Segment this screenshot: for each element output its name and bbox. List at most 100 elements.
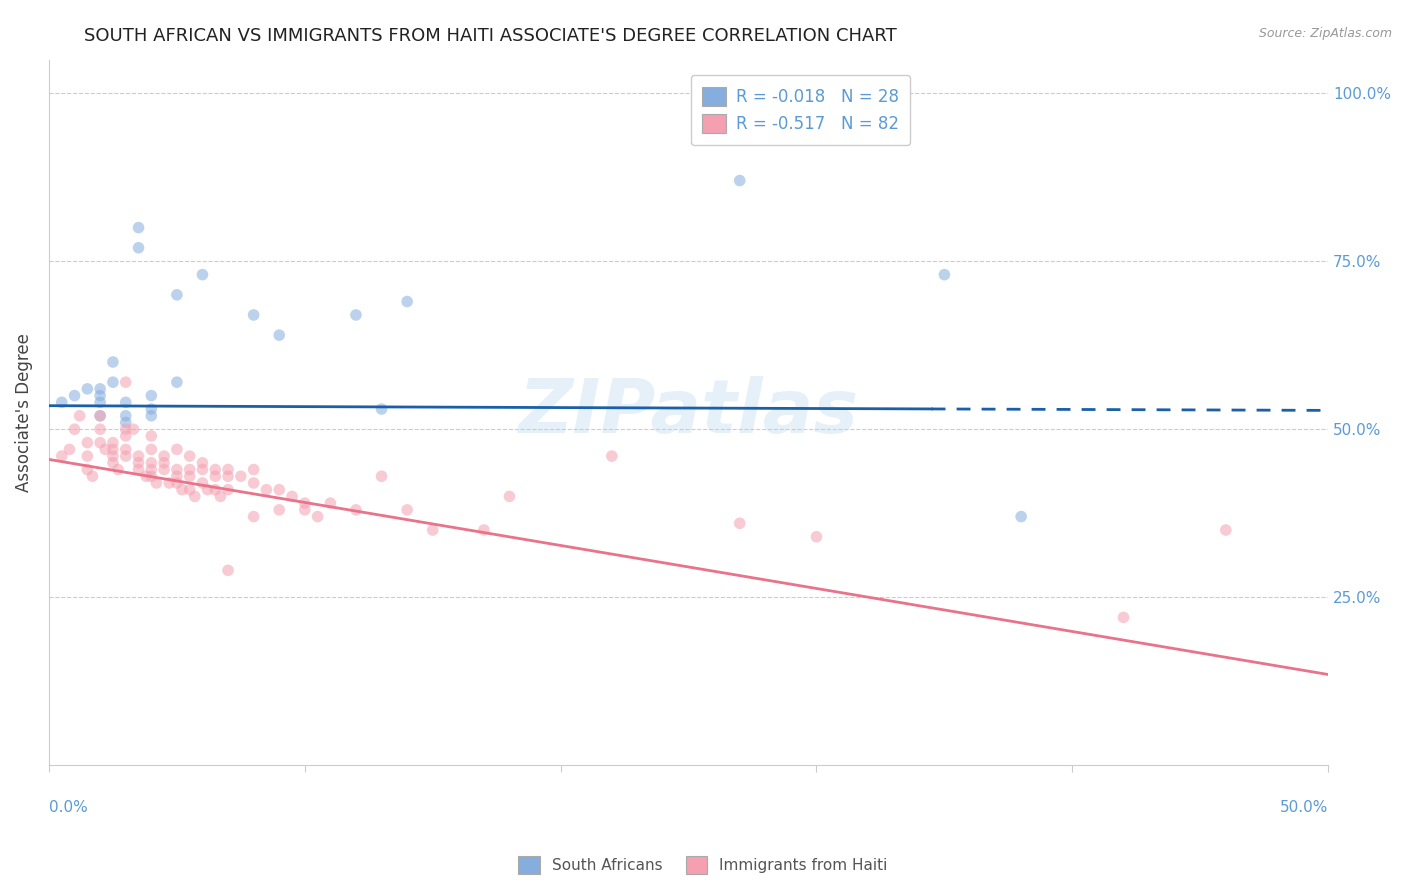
Point bbox=[170, 483, 193, 497]
Point bbox=[114, 442, 136, 457]
Point bbox=[294, 496, 316, 510]
Point bbox=[101, 355, 124, 369]
Point bbox=[107, 462, 129, 476]
Point bbox=[51, 395, 73, 409]
Point bbox=[254, 483, 277, 497]
Point bbox=[191, 456, 214, 470]
Point bbox=[122, 422, 145, 436]
Point bbox=[242, 475, 264, 490]
Point bbox=[217, 462, 239, 476]
Point bbox=[197, 483, 219, 497]
Point bbox=[217, 483, 239, 497]
Point bbox=[141, 462, 163, 476]
Point bbox=[76, 449, 98, 463]
Point bbox=[141, 409, 163, 423]
Point bbox=[114, 422, 136, 436]
Point bbox=[370, 402, 392, 417]
Text: SOUTH AFRICAN VS IMMIGRANTS FROM HAITI ASSOCIATE'S DEGREE CORRELATION CHART: SOUTH AFRICAN VS IMMIGRANTS FROM HAITI A… bbox=[84, 27, 897, 45]
Point bbox=[600, 449, 623, 463]
Point bbox=[344, 308, 367, 322]
Point bbox=[1010, 509, 1032, 524]
Point bbox=[69, 409, 91, 423]
Point bbox=[141, 429, 163, 443]
Point bbox=[179, 483, 201, 497]
Point bbox=[76, 382, 98, 396]
Point bbox=[344, 503, 367, 517]
Point bbox=[204, 483, 226, 497]
Point bbox=[166, 475, 188, 490]
Point bbox=[145, 475, 167, 490]
Point bbox=[89, 395, 111, 409]
Point bbox=[204, 462, 226, 476]
Point bbox=[472, 523, 495, 537]
Point bbox=[76, 435, 98, 450]
Point bbox=[209, 490, 232, 504]
Point bbox=[498, 490, 520, 504]
Point bbox=[89, 422, 111, 436]
Point bbox=[191, 462, 214, 476]
Point bbox=[242, 509, 264, 524]
Point bbox=[128, 462, 150, 476]
Point bbox=[396, 503, 419, 517]
Point bbox=[141, 456, 163, 470]
Point bbox=[229, 469, 252, 483]
Point bbox=[166, 442, 188, 457]
Point bbox=[934, 268, 956, 282]
Point bbox=[114, 416, 136, 430]
Point bbox=[166, 288, 188, 302]
Point bbox=[269, 328, 291, 343]
Point bbox=[114, 409, 136, 423]
Point bbox=[135, 469, 157, 483]
Point bbox=[728, 516, 751, 531]
Point bbox=[153, 462, 176, 476]
Point bbox=[179, 449, 201, 463]
Legend: South Africans, Immigrants from Haiti: South Africans, Immigrants from Haiti bbox=[512, 850, 894, 880]
Y-axis label: Associate's Degree: Associate's Degree bbox=[15, 333, 32, 491]
Point bbox=[128, 449, 150, 463]
Point bbox=[114, 429, 136, 443]
Point bbox=[128, 456, 150, 470]
Point bbox=[184, 490, 207, 504]
Point bbox=[101, 375, 124, 389]
Point bbox=[806, 530, 828, 544]
Text: 50.0%: 50.0% bbox=[1279, 800, 1329, 815]
Point bbox=[294, 503, 316, 517]
Point bbox=[101, 456, 124, 470]
Point bbox=[319, 496, 342, 510]
Point bbox=[1215, 523, 1237, 537]
Point bbox=[114, 395, 136, 409]
Point bbox=[128, 241, 150, 255]
Point bbox=[89, 389, 111, 403]
Point bbox=[128, 220, 150, 235]
Legend: R = -0.018   N = 28, R = -0.517   N = 82: R = -0.018 N = 28, R = -0.517 N = 82 bbox=[690, 75, 911, 145]
Point bbox=[94, 442, 117, 457]
Point bbox=[101, 435, 124, 450]
Point bbox=[82, 469, 104, 483]
Point bbox=[114, 449, 136, 463]
Point bbox=[89, 409, 111, 423]
Point bbox=[89, 382, 111, 396]
Point bbox=[191, 268, 214, 282]
Point bbox=[101, 449, 124, 463]
Point bbox=[89, 409, 111, 423]
Point bbox=[166, 469, 188, 483]
Point bbox=[51, 449, 73, 463]
Point bbox=[89, 435, 111, 450]
Point bbox=[179, 462, 201, 476]
Point bbox=[153, 456, 176, 470]
Text: ZIPatlas: ZIPatlas bbox=[519, 376, 859, 449]
Point bbox=[63, 422, 86, 436]
Point bbox=[141, 469, 163, 483]
Point bbox=[281, 490, 304, 504]
Point bbox=[153, 449, 176, 463]
Point bbox=[242, 462, 264, 476]
Point bbox=[58, 442, 80, 457]
Point bbox=[114, 375, 136, 389]
Point bbox=[157, 475, 180, 490]
Point bbox=[370, 469, 392, 483]
Point bbox=[269, 483, 291, 497]
Point bbox=[242, 308, 264, 322]
Point bbox=[191, 475, 214, 490]
Point bbox=[141, 402, 163, 417]
Point bbox=[63, 389, 86, 403]
